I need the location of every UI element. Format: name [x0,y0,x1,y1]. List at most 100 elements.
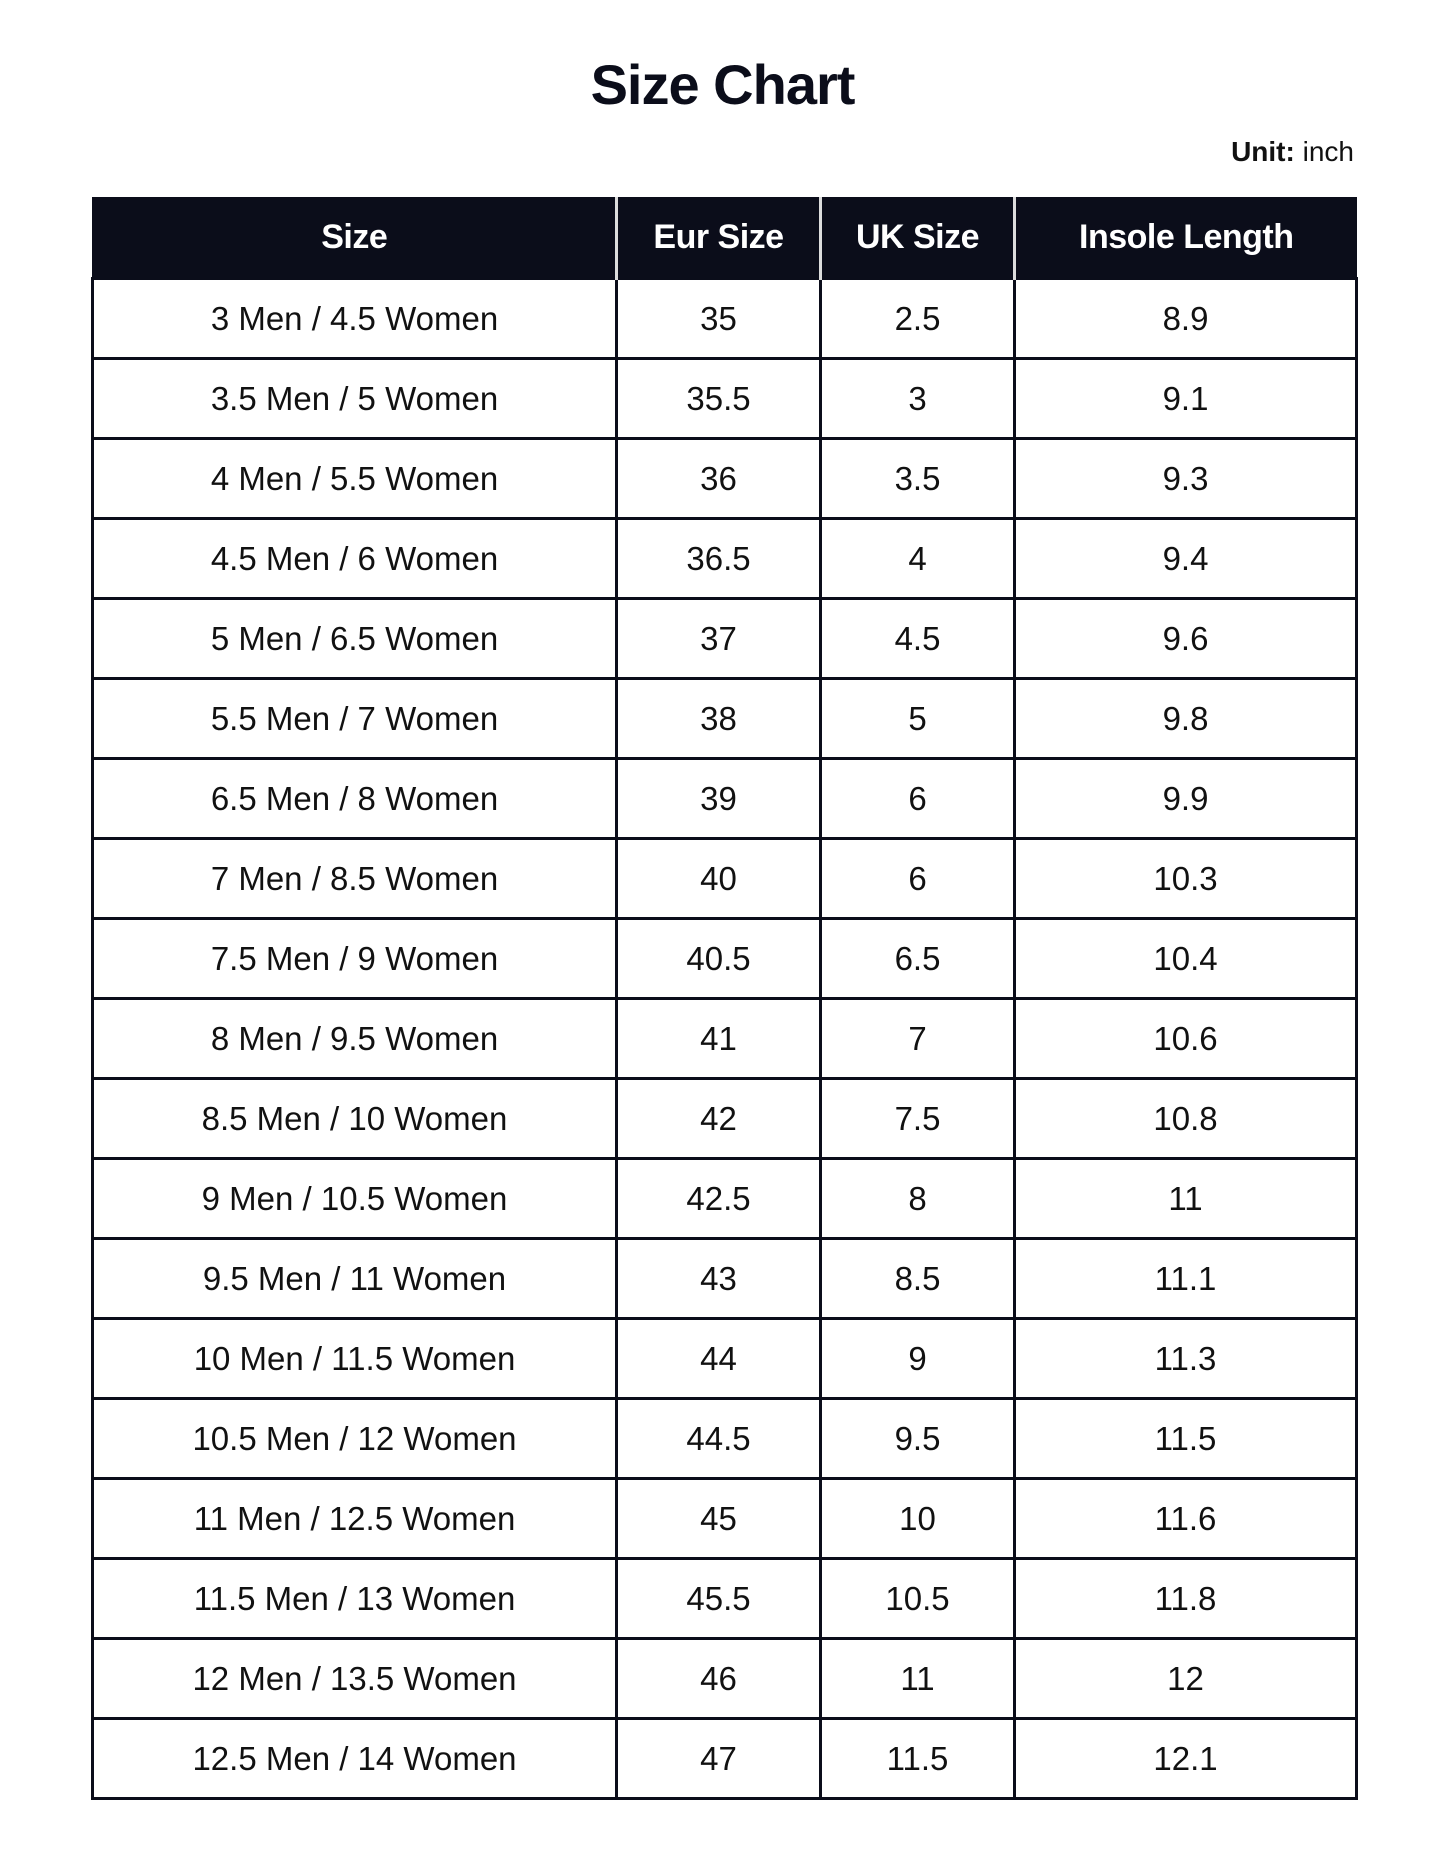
header-eur-size: Eur Size [615,197,821,279]
cell-uk-size: 2.5 [819,277,1016,360]
cell-size: 6.5 Men / 8 Women [91,757,618,840]
table-row: 10.5 Men / 12 Women 44.5 9.5 11.5 [91,1397,1358,1480]
cell-insole-length: 12 [1013,1637,1358,1720]
cell-insole-length: 9.8 [1013,677,1358,760]
cell-eur-size: 44.5 [615,1397,822,1480]
cell-size: 5.5 Men / 7 Women [91,677,618,760]
cell-eur-size: 40.5 [615,917,822,1000]
cell-insole-length: 9.4 [1013,517,1358,600]
cell-insole-length: 9.3 [1013,437,1358,520]
table-row: 11.5 Men / 13 Women 45.5 10.5 11.8 [91,1557,1358,1640]
cell-size: 9.5 Men / 11 Women [91,1237,618,1320]
cell-eur-size: 39 [615,757,822,840]
table-row: 3.5 Men / 5 Women 35.5 3 9.1 [91,357,1358,440]
table-row: 3 Men / 4.5 Women 35 2.5 8.9 [91,277,1358,360]
cell-uk-size: 10.5 [819,1557,1016,1640]
cell-uk-size: 11.5 [819,1717,1016,1800]
cell-insole-length: 10.4 [1013,917,1358,1000]
cell-uk-size: 6 [819,837,1016,920]
cell-size: 3.5 Men / 5 Women [91,357,618,440]
cell-uk-size: 9.5 [819,1397,1016,1480]
table-row: 6.5 Men / 8 Women 39 6 9.9 [91,757,1358,840]
table-row: 11 Men / 12.5 Women 45 10 11.6 [91,1477,1358,1560]
table-row: 7.5 Men / 9 Women 40.5 6.5 10.4 [91,917,1358,1000]
cell-size: 7 Men / 8.5 Women [91,837,618,920]
cell-size: 11.5 Men / 13 Women [91,1557,618,1640]
cell-size: 4 Men / 5.5 Women [91,437,618,520]
cell-uk-size: 10 [819,1477,1016,1560]
table-row: 5.5 Men / 7 Women 38 5 9.8 [91,677,1358,760]
cell-size: 12.5 Men / 14 Women [91,1717,618,1800]
cell-insole-length: 9.9 [1013,757,1358,840]
cell-insole-length: 10.3 [1013,837,1358,920]
cell-insole-length: 12.1 [1013,1717,1358,1800]
cell-uk-size: 5 [819,677,1016,760]
table-row: 9 Men / 10.5 Women 42.5 8 11 [91,1157,1358,1240]
cell-uk-size: 3.5 [819,437,1016,520]
cell-insole-length: 10.8 [1013,1077,1358,1160]
cell-size: 8 Men / 9.5 Women [91,997,618,1080]
cell-insole-length: 11.6 [1013,1477,1358,1560]
cell-eur-size: 36 [615,437,822,520]
header-insole-length: Insole Length [1013,197,1357,279]
unit-label: Unit: inch [1231,136,1354,168]
cell-eur-size: 46 [615,1637,822,1720]
table-row: 4 Men / 5.5 Women 36 3.5 9.3 [91,437,1358,520]
cell-insole-length: 11.1 [1013,1237,1358,1320]
cell-insole-length: 8.9 [1013,277,1358,360]
cell-insole-length: 10.6 [1013,997,1358,1080]
cell-uk-size: 3 [819,357,1016,440]
cell-uk-size: 7 [819,997,1016,1080]
header-uk-size: UK Size [819,197,1015,279]
cell-insole-length: 11.8 [1013,1557,1358,1640]
cell-eur-size: 40 [615,837,822,920]
cell-eur-size: 42.5 [615,1157,822,1240]
unit-value: inch [1302,136,1354,167]
cell-insole-length: 11 [1013,1157,1358,1240]
cell-eur-size: 38 [615,677,822,760]
unit-label-key: Unit: [1231,136,1295,167]
cell-uk-size: 4.5 [819,597,1016,680]
size-chart-table: Size Eur Size UK Size Insole Length 3 Me… [91,197,1358,1800]
cell-insole-length: 11.5 [1013,1397,1358,1480]
cell-size: 7.5 Men / 9 Women [91,917,618,1000]
cell-uk-size: 6.5 [819,917,1016,1000]
cell-eur-size: 35 [615,277,822,360]
cell-eur-size: 45 [615,1477,822,1560]
table-row: 8 Men / 9.5 Women 41 7 10.6 [91,997,1358,1080]
cell-size: 9 Men / 10.5 Women [91,1157,618,1240]
header-size: Size [91,197,617,279]
table-row: 8.5 Men / 10 Women 42 7.5 10.8 [91,1077,1358,1160]
table-row: 12 Men / 13.5 Women 46 11 12 [91,1637,1358,1720]
cell-insole-length: 9.6 [1013,597,1358,680]
cell-uk-size: 8 [819,1157,1016,1240]
cell-uk-size: 8.5 [819,1237,1016,1320]
cell-eur-size: 44 [615,1317,822,1400]
table-row: 10 Men / 11.5 Women 44 9 11.3 [91,1317,1358,1400]
cell-eur-size: 41 [615,997,822,1080]
cell-eur-size: 47 [615,1717,822,1800]
cell-uk-size: 9 [819,1317,1016,1400]
table-row: 5 Men / 6.5 Women 37 4.5 9.6 [91,597,1358,680]
cell-size: 3 Men / 4.5 Women [91,277,618,360]
cell-insole-length: 11.3 [1013,1317,1358,1400]
page-title: Size Chart [590,53,856,116]
cell-uk-size: 7.5 [819,1077,1016,1160]
cell-eur-size: 37 [615,597,822,680]
cell-size: 12 Men / 13.5 Women [91,1637,618,1720]
cell-eur-size: 42 [615,1077,822,1160]
cell-eur-size: 35.5 [615,357,822,440]
cell-uk-size: 11 [819,1637,1016,1720]
cell-uk-size: 4 [819,517,1016,600]
cell-uk-size: 6 [819,757,1016,840]
table-row: 9.5 Men / 11 Women 43 8.5 11.1 [91,1237,1358,1320]
cell-eur-size: 36.5 [615,517,822,600]
cell-size: 4.5 Men / 6 Women [91,517,618,600]
cell-eur-size: 45.5 [615,1557,822,1640]
table-row: 12.5 Men / 14 Women 47 11.5 12.1 [91,1717,1358,1800]
cell-size: 11 Men / 12.5 Women [91,1477,618,1560]
cell-insole-length: 9.1 [1013,357,1358,440]
cell-size: 5 Men / 6.5 Women [91,597,618,680]
table-header-row: Size Eur Size UK Size Insole Length [91,197,1357,279]
cell-eur-size: 43 [615,1237,822,1320]
